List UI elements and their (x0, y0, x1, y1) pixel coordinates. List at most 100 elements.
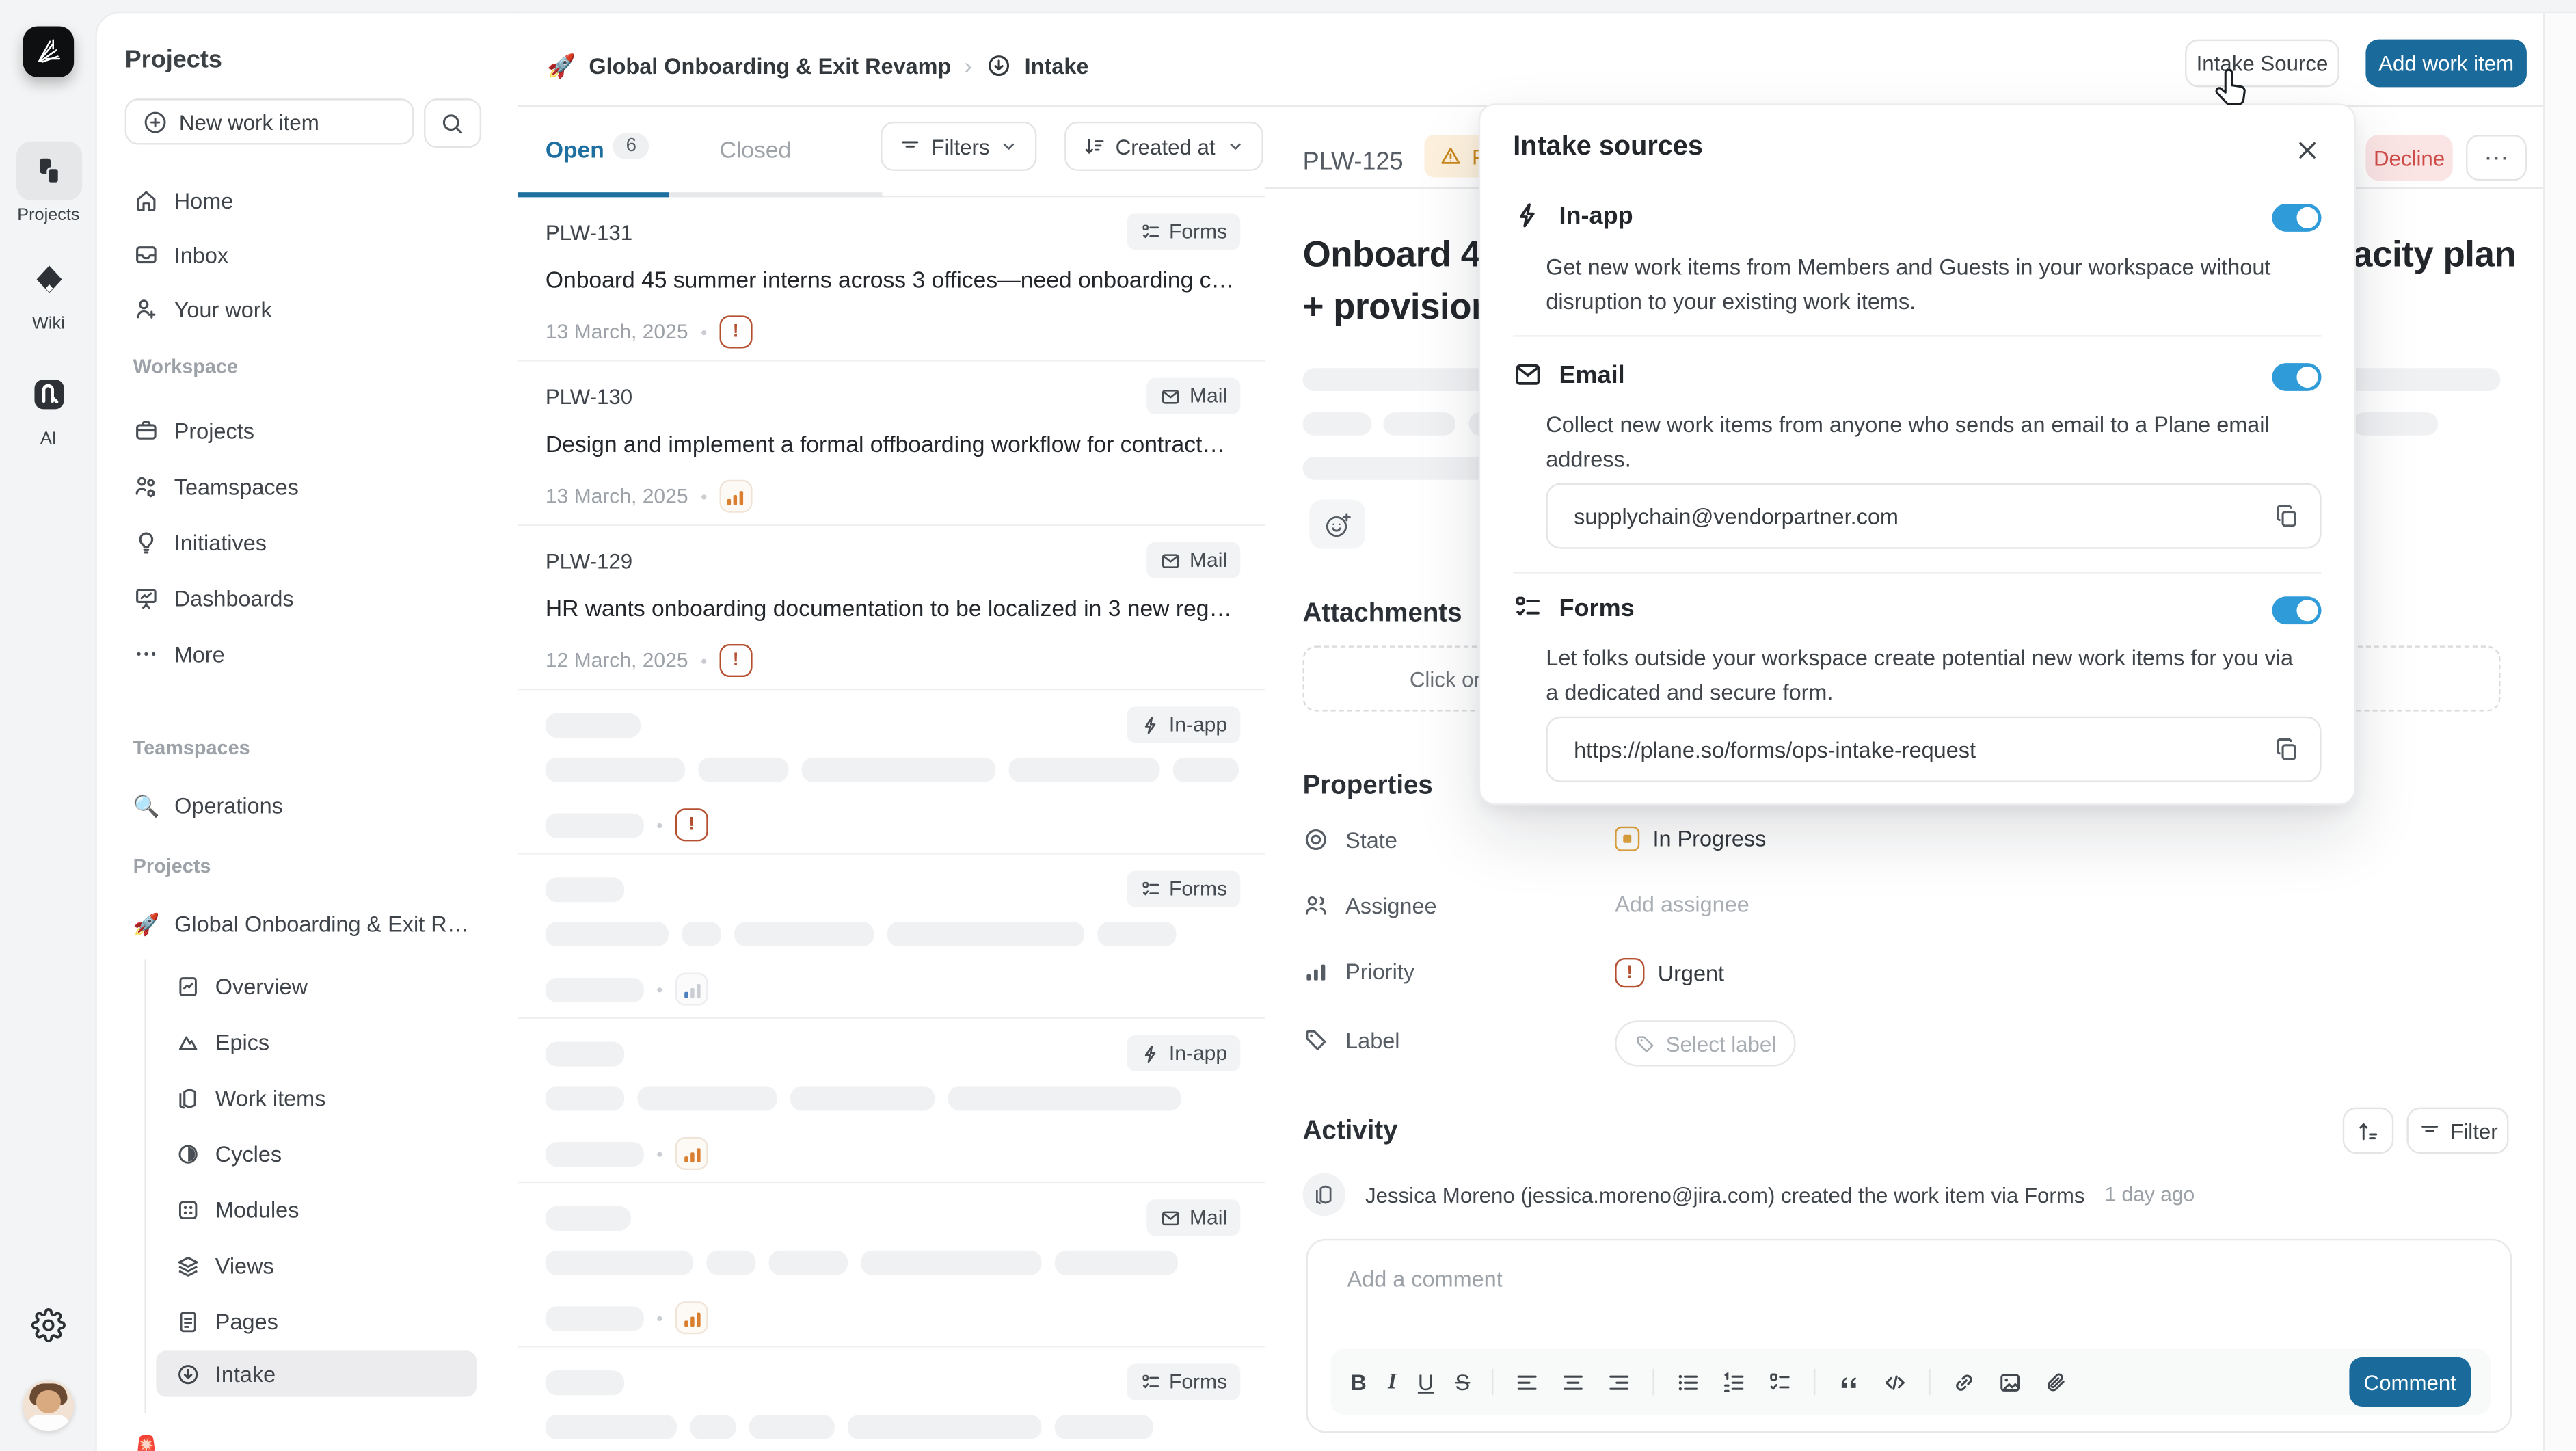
intake-source-button[interactable]: Intake Source (2185, 39, 2339, 88)
pages-icon (176, 1309, 200, 1333)
tab-closed[interactable]: Closed (719, 136, 792, 163)
activity-entry-time: 1 day ago (2104, 1183, 2195, 1206)
email-description: Collect new work items from anyone who s… (1546, 412, 2270, 472)
work-item-row-skeleton[interactable]: In-app ! (517, 690, 1265, 855)
select-label-button[interactable]: Select label (1615, 1020, 1797, 1067)
sidebar-item-modules[interactable]: Modules (156, 1186, 477, 1232)
align-center-icon[interactable] (1560, 1370, 1585, 1394)
settings-gear-icon[interactable] (31, 1308, 66, 1343)
sidebar-item-clipped-project[interactable]: 🚨 (110, 1423, 505, 1451)
work-item-date: 13 March, 2025 (545, 484, 688, 508)
close-icon[interactable] (2288, 131, 2324, 168)
sidebar-item-intake[interactable]: Intake (156, 1350, 477, 1397)
scrollbar-gutter[interactable] (2543, 13, 2576, 1451)
add-work-item-button[interactable]: Add work item (2365, 39, 2527, 88)
sidebar-item-label: Inbox (174, 242, 229, 267)
add-work-item-label: Add work item (2378, 51, 2514, 76)
rail-item-ai[interactable]: AI (0, 364, 97, 449)
sidebar-item-teamspaces[interactable]: Teamspaces (110, 464, 505, 509)
sidebar-item-epics[interactable]: Epics (156, 1019, 477, 1065)
add-reaction-button[interactable] (1309, 499, 1365, 549)
work-item-row[interactable]: PLW-130 Mail Design and implement a form… (517, 362, 1265, 526)
rail-item-projects[interactable]: Projects (0, 141, 97, 226)
link-icon[interactable] (1951, 1370, 1976, 1394)
breadcrumb: 🚀 Global Onboarding & Exit Revamp › Inta… (547, 53, 1088, 79)
code-icon[interactable] (1882, 1370, 1907, 1394)
decline-button[interactable]: Decline (2365, 135, 2453, 181)
work-item-row-skeleton[interactable]: Forms (518, 1348, 1265, 1451)
italic-button[interactable]: I (1387, 1368, 1397, 1394)
more-options-button[interactable]: ⋯ (2465, 135, 2527, 181)
sort-icon (1083, 135, 1106, 158)
quote-icon[interactable] (1836, 1370, 1861, 1394)
forms-icon (1513, 594, 1542, 623)
comment-editor[interactable]: Add a comment B I U S (1306, 1238, 2512, 1433)
activity-filter-button[interactable]: Filter (2406, 1107, 2509, 1154)
align-left-icon[interactable] (1514, 1370, 1539, 1394)
sidebar-item-overview[interactable]: Overview (156, 963, 477, 1009)
sidebar-item-label: Teamspaces (174, 474, 299, 499)
intake-sources-modal: Intake sources In-app Get new work items… (1478, 103, 2356, 806)
sidebar-item-dashboards[interactable]: Dashboards (110, 575, 505, 621)
breadcrumb-project[interactable]: Global Onboarding & Exit Revamp (589, 53, 952, 79)
work-items-icon (176, 1085, 200, 1110)
work-item-row-skeleton[interactable]: Mail (517, 1183, 1265, 1348)
work-item-list: PLW-131 Forms Onboard 45 summer interns … (517, 197, 1265, 1451)
dot-separator (657, 822, 662, 827)
sidebar-item-operations[interactable]: 🔍 Operations (110, 782, 505, 828)
comment-submit-button[interactable]: Comment (2349, 1357, 2471, 1407)
attachment-icon[interactable] (2043, 1370, 2068, 1394)
align-right-icon[interactable] (1607, 1370, 1631, 1394)
assignee-value[interactable]: Add assignee (1615, 892, 1749, 917)
sidebar-item-views[interactable]: Views (156, 1242, 477, 1288)
work-item-row[interactable]: PLW-129 Mail HR wants onboarding documen… (517, 526, 1265, 691)
priority-value[interactable]: ! Urgent (1615, 957, 1724, 988)
work-item-row-skeleton[interactable]: Forms (517, 855, 1265, 1019)
search-button[interactable] (423, 98, 482, 148)
bullet-list-icon[interactable] (1676, 1370, 1700, 1394)
sidebar-item-project-global-onboarding[interactable]: 🚀 Global Onboarding & Exit Reva… (110, 901, 505, 946)
email-address-field[interactable]: supplychain@vendorpartner.com (1546, 483, 2322, 549)
sort-created-at-button[interactable]: Created at (1064, 121, 1263, 171)
sidebar-item-initiatives[interactable]: Initiatives (110, 519, 505, 565)
dot-separator (657, 1151, 662, 1156)
in-app-icon (1140, 1043, 1161, 1064)
user-plus-icon (133, 296, 159, 322)
rail-item-wiki[interactable]: Wiki (0, 250, 97, 334)
forms-toggle[interactable] (2272, 596, 2322, 625)
workspace-logo[interactable] (23, 26, 75, 77)
email-toggle[interactable] (2272, 363, 2322, 391)
sidebar-item-more[interactable]: More (110, 631, 505, 677)
user-avatar[interactable] (23, 1380, 75, 1432)
priority-icon (1303, 958, 1329, 984)
checklist-icon[interactable] (1767, 1370, 1792, 1394)
sidebar-item-home[interactable]: Home (110, 178, 505, 224)
activity-heading: Activity (1302, 1117, 1398, 1145)
bold-button[interactable]: B (1350, 1369, 1367, 1394)
work-item-row[interactable]: PLW-131 Forms Onboard 45 summer interns … (517, 197, 1265, 362)
sidebar-item-projects[interactable]: Projects (110, 408, 505, 453)
source-badge: Forms (1126, 870, 1241, 907)
sidebar-item-label: Your work (174, 296, 272, 321)
tab-open[interactable]: Open (545, 136, 604, 163)
sidebar-item-work-items[interactable]: Work items (156, 1075, 477, 1121)
sidebar-item-pages[interactable]: Pages (156, 1298, 477, 1344)
strikethrough-button[interactable]: S (1455, 1369, 1471, 1394)
sidebar-item-inbox[interactable]: Inbox (110, 232, 505, 278)
state-value[interactable]: In Progress (1615, 826, 1766, 851)
image-icon[interactable] (1998, 1370, 2022, 1394)
sidebar-item-your-work[interactable]: Your work (110, 286, 505, 332)
work-item-row-skeleton[interactable]: In-app (517, 1019, 1265, 1184)
copy-icon[interactable] (2274, 736, 2300, 762)
numbered-list-icon[interactable] (1721, 1370, 1746, 1394)
property-label: State (1345, 827, 1397, 852)
copy-icon[interactable] (2274, 503, 2300, 529)
new-work-item-button[interactable]: New work item (124, 98, 414, 145)
in-app-toggle[interactable] (2272, 203, 2322, 232)
forms-url-field[interactable]: https://plane.so/forms/ops-intake-reques… (1546, 716, 2322, 782)
rail-label-projects: Projects (17, 205, 80, 226)
sidebar-item-cycles[interactable]: Cycles (156, 1130, 477, 1176)
filters-button[interactable]: Filters (881, 121, 1038, 171)
activity-sort-button[interactable] (2342, 1107, 2394, 1154)
underline-button[interactable]: U (1417, 1369, 1434, 1394)
